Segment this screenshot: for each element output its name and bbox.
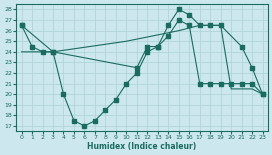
X-axis label: Humidex (Indice chaleur): Humidex (Indice chaleur): [88, 142, 197, 151]
